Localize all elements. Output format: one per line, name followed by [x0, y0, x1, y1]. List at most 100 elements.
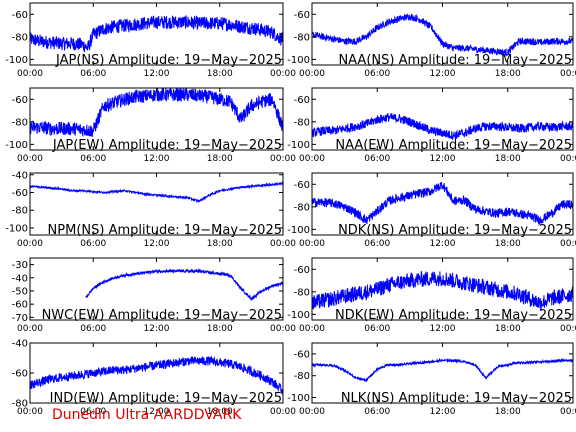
x-tick-label: 00:00	[560, 324, 576, 334]
x-tick-label: 00:00	[299, 407, 325, 417]
y-tick-label: -80	[294, 287, 310, 298]
x-tick-label: 12:00	[144, 324, 170, 334]
y-tick-label: -60	[12, 95, 28, 106]
amplitude-trace	[312, 113, 573, 140]
panel-title: JAP(NS) Amplitude: 19−May−2025	[55, 53, 282, 68]
y-tick-label: -100	[5, 55, 28, 66]
x-tick-label: 18:00	[207, 239, 233, 249]
amplitude-trace	[30, 88, 283, 138]
y-tick-label: -100	[287, 310, 310, 321]
y-tick-label: -80	[294, 117, 310, 128]
x-tick-label: 00:00	[299, 239, 325, 249]
y-tick-label: -100	[287, 393, 310, 404]
x-tick-label: 12:00	[430, 69, 456, 79]
x-tick-label: 06:00	[364, 154, 390, 164]
x-tick-label: 12:00	[144, 407, 170, 417]
y-tick-label: -60	[12, 300, 28, 311]
x-tick-label: 00:00	[560, 239, 576, 249]
x-tick-label: 00:00	[17, 69, 43, 79]
y-tick-label: -40	[12, 273, 28, 284]
panel-7: -70 -60 -50 -40 -30 00:00 06:00 12:00 18:00 00:00…	[12, 257, 296, 334]
x-tick-label: 06:00	[80, 324, 106, 334]
panel-title: NDK(EW) Amplitude: 19−May−2025	[335, 308, 572, 323]
y-tick-label: -80	[294, 202, 310, 213]
y-tick-label: -60	[294, 95, 310, 106]
panel-title: NAA(NS) Amplitude: 19−May−2025	[338, 53, 572, 68]
x-tick-label: 18:00	[207, 407, 233, 417]
x-tick-label: 12:00	[430, 154, 456, 164]
panel-title: NDK(NS) Amplitude: 19−May−2025	[338, 223, 572, 238]
panel-title: NAA(EW) Amplitude: 19−May−2025	[335, 138, 572, 153]
panel-6: -100-80-6000:0006:0012:0018:0000:00NDK(N…	[287, 172, 576, 249]
x-tick-label: 06:00	[80, 407, 106, 417]
x-tick-label: 12:00	[430, 239, 456, 249]
x-tick-label: 06:00	[364, 407, 390, 417]
x-tick-label: 06:00	[80, 154, 106, 164]
x-tick-label: 12:00	[430, 407, 456, 417]
amplitude-trace	[312, 181, 573, 226]
y-tick-label: -80	[294, 32, 310, 43]
x-tick-label: 06:00	[80, 69, 106, 79]
panel-8: -100-80-6000:0006:0012:0018:0000:00NDK(E…	[287, 257, 576, 334]
y-tick-label: -60	[294, 265, 310, 276]
x-tick-label: 06:00	[364, 69, 390, 79]
y-tick-label: -60	[294, 349, 310, 360]
x-tick-label: 00:00	[299, 69, 325, 79]
y-tick-label: -70	[12, 313, 28, 324]
y-tick-label: -100	[5, 140, 28, 151]
x-tick-label: 18:00	[495, 239, 521, 249]
x-tick-label: 00:00	[560, 69, 576, 79]
y-tick-label: -100	[287, 55, 310, 66]
x-tick-label: 00:00	[17, 407, 43, 417]
x-tick-label: 18:00	[495, 69, 521, 79]
x-tick-label: 18:00	[207, 69, 233, 79]
x-tick-label: 00:00	[270, 239, 296, 249]
x-tick-label: 18:00	[495, 324, 521, 334]
x-tick-label: 00:00	[17, 324, 43, 334]
amplitude-trace	[30, 355, 283, 395]
x-tick-label: 00:00	[270, 69, 296, 79]
x-tick-label: 06:00	[364, 324, 390, 334]
x-tick-label: 18:00	[495, 407, 521, 417]
y-tick-label: -60	[294, 180, 310, 191]
x-tick-label: 00:00	[299, 154, 325, 164]
y-tick-label: -60	[12, 369, 28, 380]
y-tick-label: -100	[287, 140, 310, 151]
panel-title: JAP(EW) Amplitude: 19−May−2025	[52, 138, 282, 153]
panel-title: NWC(EW) Amplitude: 19−May−2025	[42, 308, 282, 323]
x-tick-label: 00:00	[560, 154, 576, 164]
x-tick-label: 00:00	[299, 324, 325, 334]
y-tick-label: -80	[294, 371, 310, 382]
x-tick-label: 18:00	[495, 154, 521, 164]
x-tick-label: 18:00	[207, 154, 233, 164]
y-tick-label: -30	[12, 260, 28, 271]
y-tick-label: -80	[12, 206, 28, 217]
y-tick-label: -60	[12, 188, 28, 199]
panel-2: -100-80-6000:0006:0012:0018:0000:00NAA(N…	[287, 2, 576, 79]
x-tick-label: 12:00	[144, 239, 170, 249]
x-tick-label: 00:00	[270, 154, 296, 164]
x-tick-label: 06:00	[80, 239, 106, 249]
panel-title: NPM(NS) Amplitude: 19−May−2025	[48, 223, 282, 238]
x-tick-label: 00:00	[270, 407, 296, 417]
y-tick-label: -80	[12, 399, 28, 410]
y-tick-label: -50	[12, 286, 28, 297]
amplitude-trace	[85, 268, 283, 302]
y-tick-label: -40	[12, 339, 28, 350]
panel-title: IND(EW) Amplitude: 19−May−2025	[50, 391, 282, 406]
x-tick-label: 06:00	[364, 239, 390, 249]
y-tick-label: -60	[294, 10, 310, 21]
amplitude-trace	[312, 357, 573, 383]
x-tick-label: 12:00	[144, 69, 170, 79]
station-footer: Dunedin Ultra AARDDVARK	[52, 407, 242, 423]
y-tick-label: -80	[12, 117, 28, 128]
panel-4: -100-80-6000:0006:0012:0018:0000:00NAA(E…	[287, 87, 576, 164]
y-tick-label: -100	[5, 223, 28, 234]
y-tick-label: -100	[287, 225, 310, 236]
amplitude-trace	[30, 14, 283, 53]
